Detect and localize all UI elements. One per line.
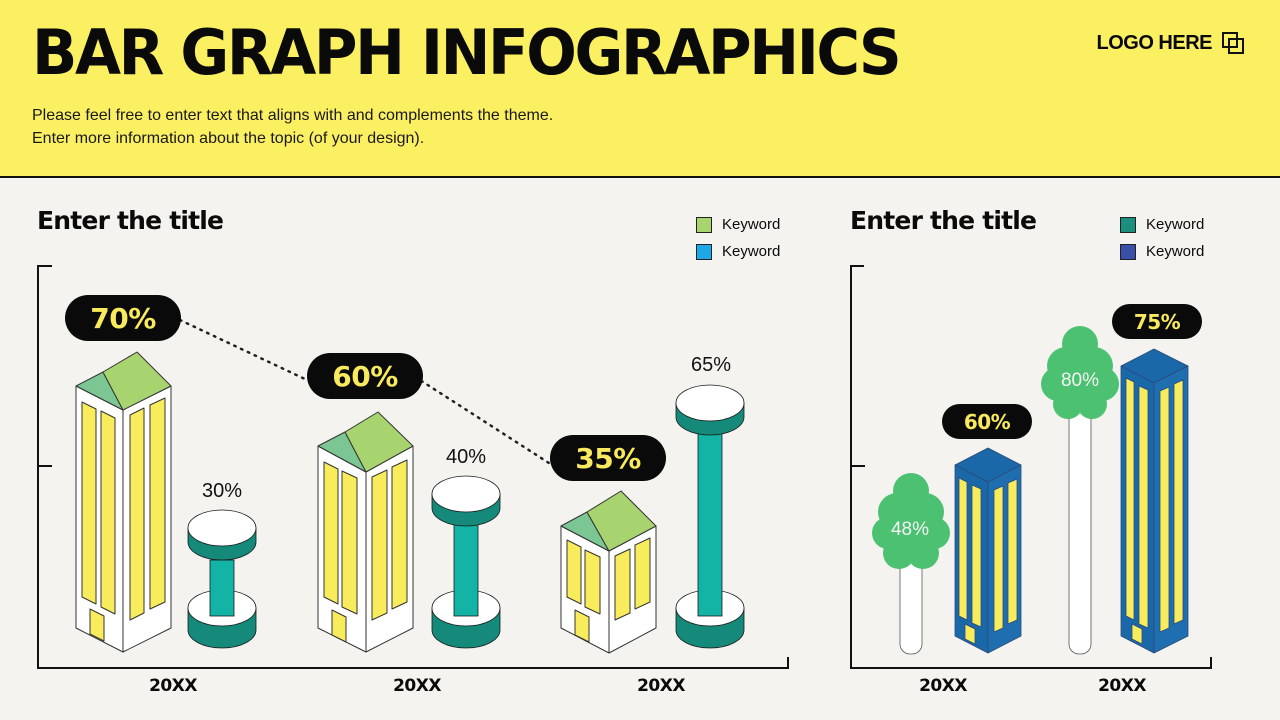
legend-label: Keyword	[1146, 243, 1205, 260]
legend-swatch-green	[696, 216, 712, 233]
tower-icon	[187, 509, 257, 649]
tower-value-label: 65%	[690, 354, 732, 376]
x-axis-label: 20XX	[919, 676, 967, 696]
x-axis-label: 20XX	[1098, 676, 1146, 696]
overlapping-squares-icon	[1220, 30, 1246, 56]
building-icon	[1120, 348, 1189, 654]
right-legend: Keyword Keyword	[1120, 215, 1204, 261]
value-pill: 70%	[65, 295, 181, 341]
building-icon	[317, 411, 414, 653]
subtitle-line-2: Enter more information about the topic (…	[32, 130, 425, 147]
right-chart-title: Enter the title	[850, 206, 1037, 235]
logo: LOGO HERE	[1096, 30, 1246, 56]
tower-value-label: 40%	[445, 446, 487, 468]
tree-value-label: 48%	[890, 519, 930, 540]
page-title: BAR GRAPH INFOGRAPHICS	[32, 16, 902, 89]
legend-label: Keyword	[722, 216, 781, 233]
value-pill: 60%	[942, 404, 1032, 439]
building-icon	[75, 351, 172, 653]
tower-icon	[675, 384, 745, 649]
subtitle-line-1: Please feel free to enter text that alig…	[32, 107, 554, 124]
logo-text: LOGO HERE	[1096, 31, 1212, 54]
legend-label: Keyword	[1146, 216, 1205, 233]
right-axis	[850, 265, 1212, 669]
legend-label: Keyword	[722, 243, 781, 260]
page-subtitle: Please feel free to enter text that alig…	[32, 104, 553, 150]
tree-icon	[872, 473, 950, 655]
legend-item-1: Keyword	[696, 215, 780, 234]
x-axis-label: 20XX	[393, 676, 441, 696]
building-icon	[560, 490, 657, 654]
tower-value-label: 30%	[201, 480, 243, 502]
value-pill: 75%	[1112, 304, 1202, 339]
header-banner: BAR GRAPH INFOGRAPHICS Please feel free …	[0, 0, 1280, 178]
legend-swatch-blue	[696, 243, 712, 260]
x-axis-label: 20XX	[149, 676, 197, 696]
tree-icon	[1041, 326, 1119, 655]
left-axis	[37, 265, 789, 669]
legend-swatch-teal	[1120, 216, 1136, 233]
legend-item-2: Keyword	[1120, 242, 1204, 261]
left-legend: Keyword Keyword	[696, 215, 780, 261]
legend-swatch-indigo	[1120, 243, 1136, 260]
legend-item-1: Keyword	[1120, 215, 1204, 234]
tree-value-label: 80%	[1060, 370, 1100, 391]
legend-item-2: Keyword	[696, 242, 780, 261]
value-pill: 35%	[550, 435, 666, 481]
value-pill: 60%	[307, 353, 423, 399]
tower-icon	[431, 475, 501, 649]
left-chart-title: Enter the title	[37, 206, 224, 235]
x-axis-label: 20XX	[637, 676, 685, 696]
building-icon	[954, 447, 1022, 654]
